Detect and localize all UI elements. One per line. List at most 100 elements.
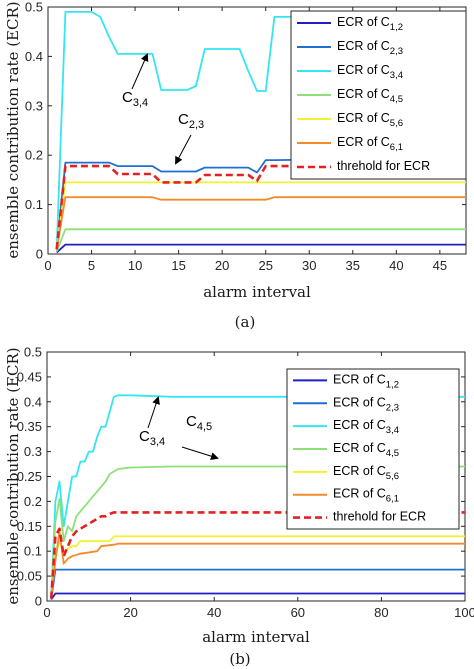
y-tick-label: 0.4 [24,394,42,409]
legend-entry-base: ECR of C [337,135,390,149]
annotation-label-base: C [139,428,150,445]
annotation-arrow [175,134,192,165]
legend-entry: ECR of C2,3 [337,39,403,57]
series-line-1-2 [56,243,466,254]
legend-entry-subscript: 4,5 [386,448,399,459]
y-tick-label: 0.25 [17,469,42,484]
legend-entry: ECR of C3,4 [337,63,403,81]
x-tick-label: 45 [433,258,447,273]
x-tick-label: 15 [171,258,185,273]
legend-entry-subscript: 4,5 [390,94,403,105]
series-line-5-6 [50,535,465,599]
annotation-label-subscript: 3,4 [133,97,148,109]
axes-b: 0 20 40 60 80 100 0 0.05 0.1 0.15 0.2 0.25 0.3 0.35 0.… [17,345,474,621]
series-line-4-5 [50,465,465,599]
y-tick-label: 0.2 [24,494,42,509]
annotation-arrow [131,53,149,90]
x-axis-label-a: alarm interval [203,283,311,301]
annotation-label: C2,3 [178,111,204,131]
legend-entry-subscript: 2,3 [390,46,403,57]
legend-entry: threhold for ECR [337,159,430,173]
y-tick-label: 0 [36,247,43,262]
x-tick-label: 40 [207,605,221,620]
legend-entry-base: ECR of C [337,111,390,125]
legend-entry: threhold for ECR [333,510,426,524]
x-tick-label: 100 [454,605,474,620]
annotation-arrow [181,446,219,461]
legend-entry-subscript: 6,1 [386,494,399,505]
legend-entry-base: threhold for ECR [337,159,430,173]
legend-entry-base: ECR of C [333,418,386,432]
series-line-threshold [49,511,465,599]
y-tick-label: 0.3 [24,444,42,459]
annotation-label: C4,5 [186,413,212,433]
legend-entry-base: ECR of C [333,372,386,386]
series-layer-a [55,10,466,254]
x-tick-label: 0 [44,258,51,273]
y-tick-label: 0.05 [17,569,42,584]
annotation-label-base: C [178,111,189,128]
series-line-6-1 [55,196,466,251]
legend-entry-base: ECR of C [337,63,390,77]
annotation-label-subscript: 3,4 [150,436,165,448]
annotation-label-base: C [186,413,197,430]
legend-entry: ECR of C5,6 [337,111,403,129]
series-layer-b [49,394,465,601]
y-tick-label: 0.1 [25,197,43,212]
legend-entry-base: ECR of C [333,441,386,455]
legend-entry: ECR of C3,4 [333,418,399,436]
legend-entry-base: ECR of C [337,15,390,29]
y-tick-label: 0.2 [25,148,43,163]
y-tick-label: 0.35 [17,419,42,434]
annotation-label-base: C [122,89,133,106]
y-axis-label-b: ensemble contribution rate (ECR) [4,347,22,604]
legend-entry-subscript: 6,1 [390,142,403,153]
legend-entry-subscript: 3,4 [390,70,403,81]
x-tick-label: 25 [258,258,272,273]
annotation-label-subscript: 2,3 [189,119,204,131]
x-tick-label: 10 [128,258,142,273]
series-line-6-1 [50,530,465,599]
legend-entry-subscript: 2,3 [386,402,399,413]
legend-entry-base: ECR of C [333,487,386,501]
legend-entry-base: threhold for ECR [333,510,426,524]
annotation-label-subscript: 4,5 [197,421,212,433]
legend-entry-subscript: 1,2 [386,379,399,390]
x-tick-label: 20 [215,258,229,273]
chart-panel-b: 0 20 40 60 80 100 0 0.05 0.1 0.15 0.2 0.25 0.3 0.35 0.… [4,345,474,669]
legend-entry: ECR of C1,2 [333,372,399,390]
legend-entry: ECR of C1,2 [337,15,403,33]
y-tick-label: 0.1 [24,544,42,559]
legend-entry-base: ECR of C [333,464,386,478]
x-tick-label: 0 [43,605,50,620]
legend-entry: ECR of C4,5 [333,441,399,459]
legend-entry-subscript: 1,2 [390,22,403,33]
y-tick-label: 0.5 [25,0,43,15]
annotation-label: C3,4 [139,428,165,448]
y-tick-label: 0.4 [25,49,43,64]
legend-entry-base: ECR of C [333,395,386,409]
annotation-arrow [147,396,160,429]
series-line-4-5 [55,228,466,252]
axes-a: 0 5 10 15 20 25 30 35 40 45 0 0.1 0.2 0.3 0.4 0.5 [25,0,466,273]
x-tick-label: 30 [302,258,316,273]
annotation-label: C3,4 [122,89,148,109]
caption-b: (b) [229,650,250,668]
x-tick-label: 20 [123,605,137,620]
legend-entry: ECR of C6,1 [333,487,399,505]
x-axis-label-b: alarm interval [202,628,310,646]
series-line-2-3 [55,156,466,250]
x-tick-label: 40 [389,258,403,273]
y-tick-label: 0.45 [17,369,42,384]
legend-entry-base: ECR of C [337,39,390,53]
y-tick-label: 0 [35,594,42,609]
series-line-3-4 [50,394,465,599]
y-axis-label-a: ensemble contribution rate (ECR) [4,1,22,258]
series-line-1-2 [50,592,465,601]
y-tick-label: 0.15 [17,519,42,534]
legend-entry-subscript: 5,6 [390,118,403,129]
legend-entry: ECR of C4,5 [337,87,403,105]
